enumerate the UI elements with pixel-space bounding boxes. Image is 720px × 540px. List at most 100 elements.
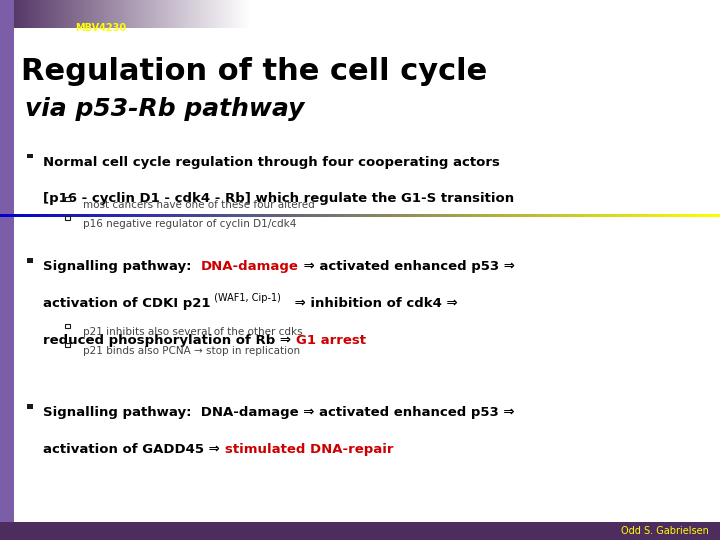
Bar (414, 0, 415, 28)
Bar (542, 213, 543, 217)
Bar (164, 213, 165, 217)
Bar (717, 0, 718, 28)
Bar (52, 213, 53, 217)
Bar (418, 0, 419, 28)
Bar (26, 213, 27, 217)
Bar (653, 213, 654, 217)
Bar (579, 0, 580, 28)
Bar (290, 213, 291, 217)
Bar (510, 213, 511, 217)
Bar (674, 213, 675, 217)
Bar (224, 213, 225, 217)
Bar (456, 0, 457, 28)
Bar (717, 213, 718, 217)
Bar (582, 213, 583, 217)
Bar (407, 0, 408, 28)
Bar (24, 0, 25, 28)
Bar (650, 213, 651, 217)
Bar (534, 0, 535, 28)
Bar (228, 213, 229, 217)
Bar (151, 213, 152, 217)
Bar (75, 213, 76, 217)
Bar (487, 213, 488, 217)
Bar (719, 213, 720, 217)
Bar (316, 0, 317, 28)
Bar (587, 213, 588, 217)
Text: reduced phosphorylation of Rb ⇒: reduced phosphorylation of Rb ⇒ (43, 334, 296, 347)
Bar (694, 0, 695, 28)
Bar (714, 213, 715, 217)
Bar (701, 0, 702, 28)
Bar (549, 213, 550, 217)
Bar (106, 0, 107, 28)
Bar (295, 0, 296, 28)
Bar (659, 0, 660, 28)
Bar (330, 0, 331, 28)
Bar (398, 213, 399, 217)
Bar (245, 213, 246, 217)
Bar (131, 0, 132, 28)
Bar (11, 213, 12, 217)
Bar (627, 0, 628, 28)
Bar (557, 213, 558, 217)
Bar (641, 0, 642, 28)
Bar (536, 0, 537, 28)
Bar (444, 0, 445, 28)
Bar (68, 0, 69, 28)
Bar (439, 213, 440, 217)
Bar (369, 213, 370, 217)
Bar (238, 213, 239, 217)
Bar (655, 0, 656, 28)
Bar (291, 0, 292, 28)
Bar (91, 0, 92, 28)
Bar (371, 0, 372, 28)
Bar (391, 0, 392, 28)
Bar (455, 0, 456, 28)
Bar (8, 0, 9, 28)
Bar (285, 213, 286, 217)
Bar (318, 0, 319, 28)
Bar (473, 0, 474, 28)
Bar (222, 213, 223, 217)
Bar (684, 0, 685, 28)
Bar (348, 213, 349, 217)
Bar (503, 213, 504, 217)
Bar (603, 213, 604, 217)
Text: ⇒ activated enhanced p53 ⇒: ⇒ activated enhanced p53 ⇒ (299, 260, 515, 273)
Bar (104, 0, 105, 28)
Bar (342, 0, 343, 28)
Bar (689, 0, 690, 28)
Bar (594, 0, 595, 28)
Bar (79, 0, 80, 28)
Bar (441, 213, 442, 217)
Bar (636, 213, 637, 217)
Bar (391, 213, 392, 217)
Bar (191, 213, 192, 217)
Bar (247, 213, 248, 217)
Bar (209, 0, 210, 28)
Bar (329, 0, 330, 28)
Bar (610, 0, 611, 28)
Bar (15, 0, 16, 28)
Bar (460, 0, 461, 28)
Bar (133, 213, 134, 217)
Bar (199, 213, 200, 217)
Bar (127, 213, 128, 217)
Text: p21 binds also PCNA → stop in replication: p21 binds also PCNA → stop in replicatio… (83, 346, 300, 356)
Bar (536, 213, 537, 217)
Bar (68, 213, 69, 217)
Bar (716, 0, 717, 28)
Bar (50, 0, 51, 28)
Bar (328, 213, 329, 217)
Text: p16 negative regulator of cyclin D1/cdk4: p16 negative regulator of cyclin D1/cdk4 (83, 219, 296, 229)
Bar (85, 213, 86, 217)
Bar (433, 213, 434, 217)
Bar (676, 0, 677, 28)
Bar (6, 0, 7, 28)
Bar (676, 213, 677, 217)
Bar (449, 213, 450, 217)
Bar (572, 0, 573, 28)
Bar (155, 0, 156, 28)
Bar (85, 0, 86, 28)
Bar (517, 213, 518, 217)
